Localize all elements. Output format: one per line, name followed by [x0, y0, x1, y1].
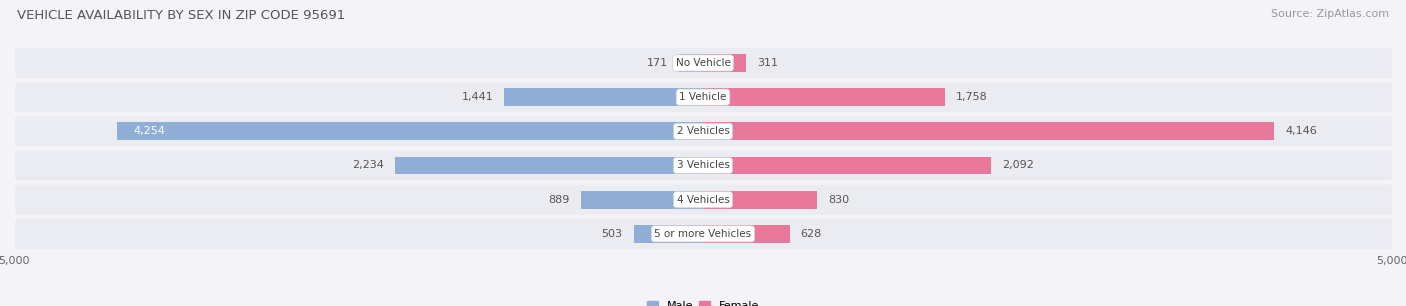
Text: 3 Vehicles: 3 Vehicles [676, 160, 730, 170]
Bar [703, 122, 1274, 140]
Text: 2 Vehicles: 2 Vehicles [676, 126, 730, 136]
Text: 4 Vehicles: 4 Vehicles [676, 195, 730, 205]
Text: 2,234: 2,234 [353, 160, 384, 170]
Text: 830: 830 [828, 195, 849, 205]
Text: 5 or more Vehicles: 5 or more Vehicles [654, 229, 752, 239]
Text: 1,758: 1,758 [956, 92, 988, 102]
FancyBboxPatch shape [14, 82, 1392, 112]
FancyBboxPatch shape [14, 185, 1392, 215]
FancyBboxPatch shape [14, 48, 1392, 78]
Bar [703, 225, 790, 243]
Text: 628: 628 [800, 229, 821, 239]
Bar [505, 88, 703, 106]
Text: 889: 889 [548, 195, 569, 205]
Text: 4,254: 4,254 [134, 126, 166, 136]
Bar [703, 54, 745, 72]
Text: Source: ZipAtlas.com: Source: ZipAtlas.com [1271, 9, 1389, 19]
Bar [117, 122, 703, 140]
Text: 503: 503 [602, 229, 623, 239]
Bar [703, 191, 817, 209]
FancyBboxPatch shape [14, 219, 1392, 249]
Text: No Vehicle: No Vehicle [675, 58, 731, 68]
Text: 4,146: 4,146 [1285, 126, 1317, 136]
Text: 311: 311 [756, 58, 778, 68]
Text: 1,441: 1,441 [461, 92, 494, 102]
Bar [703, 88, 945, 106]
Text: 171: 171 [647, 58, 668, 68]
Bar [581, 191, 703, 209]
Bar [634, 225, 703, 243]
Bar [703, 157, 991, 174]
Bar [395, 157, 703, 174]
Bar [679, 54, 703, 72]
Text: 2,092: 2,092 [1002, 160, 1035, 170]
FancyBboxPatch shape [14, 151, 1392, 181]
Text: VEHICLE AVAILABILITY BY SEX IN ZIP CODE 95691: VEHICLE AVAILABILITY BY SEX IN ZIP CODE … [17, 9, 344, 22]
Text: 1 Vehicle: 1 Vehicle [679, 92, 727, 102]
FancyBboxPatch shape [14, 116, 1392, 146]
Legend: Male, Female: Male, Female [647, 300, 759, 306]
